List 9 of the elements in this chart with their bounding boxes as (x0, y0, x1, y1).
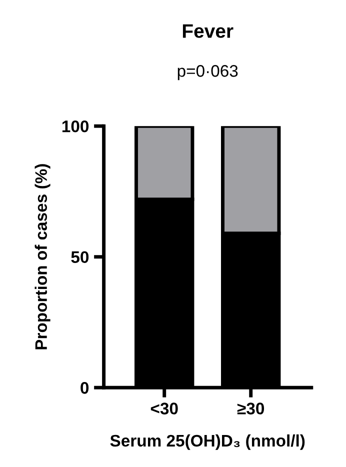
chart-subtitle: p=0·063 (178, 65, 238, 80)
y-tick-label: 0 (80, 382, 89, 394)
x-tick-label: ≥30 (237, 402, 264, 414)
y-tick-label: 100 (62, 120, 89, 132)
chart-title: Fever (182, 24, 234, 38)
x-axis-title: Serum 25(OH)D₃ (nmol/l) (110, 434, 305, 450)
x-tick-label: <30 (150, 402, 178, 414)
y-tick-label: 50 (71, 251, 89, 264)
y-axis-title: Proportion of cases (%) (34, 164, 50, 350)
